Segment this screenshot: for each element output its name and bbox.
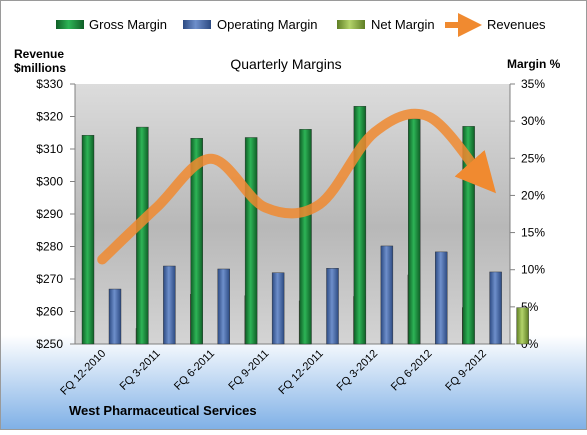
bar-operating-margin [327,268,339,344]
left-axis-title-line2: $millions [14,61,66,75]
left-tick-label: $310 [36,142,63,156]
bar-gross-margin [408,119,420,344]
bar-operating-margin [163,266,175,344]
bar-gross-margin [82,135,94,344]
legend-swatch-operating-margin [183,20,211,29]
bar-net-margin [517,308,529,344]
bar-gross-margin [245,137,257,344]
right-tick-label: 20% [521,188,545,202]
right-tick-label: 35% [521,77,545,91]
right-tick-label: 30% [521,114,545,128]
company-name: West Pharmaceutical Services [69,403,257,418]
bar-operating-margin [109,289,121,344]
left-axis-title-line1: Revenue [14,47,64,61]
legend-label-revenues: Revenues [487,17,546,32]
bar-operating-margin [490,272,502,344]
legend-label-net-margin: Net Margin [371,17,435,32]
left-tick-label: $270 [36,272,63,286]
chart-title: Quarterly Margins [230,56,341,72]
legend-swatch-gross-margin [56,20,84,29]
left-tick-label: $300 [36,175,63,189]
bar-operating-margin [218,269,230,344]
legend-swatch-net-margin [337,20,365,29]
bar-operating-margin [272,273,284,344]
right-tick-label: 15% [521,226,545,240]
right-tick-label: 25% [521,151,545,165]
left-tick-label: $280 [36,240,63,254]
right-tick-label: 10% [521,263,545,277]
left-tick-label: $330 [36,77,63,91]
bar-gross-margin [300,129,312,344]
bar-operating-margin [435,252,447,344]
bar-gross-margin [136,127,148,344]
bar-operating-margin [381,246,393,344]
right-axis-title: Margin % [507,57,561,71]
left-tick-label: $250 [36,337,63,351]
left-tick-label: $320 [36,110,63,124]
legend-label-gross-margin: Gross Margin [89,17,167,32]
left-tick-label: $260 [36,305,63,319]
legend-label-operating-margin: Operating Margin [217,17,317,32]
left-tick-label: $290 [36,207,63,221]
